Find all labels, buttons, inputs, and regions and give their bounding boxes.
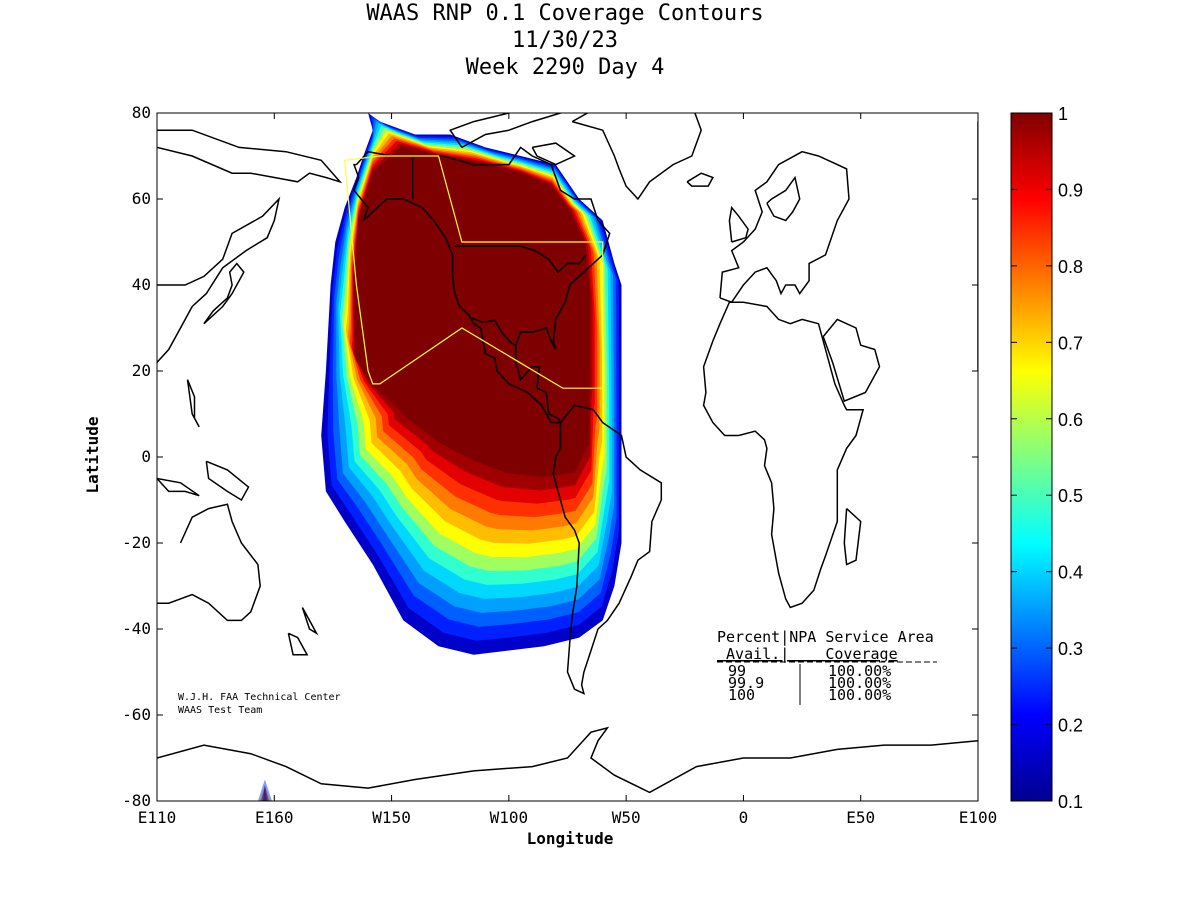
coastline [352,146,611,424]
y-tick-label: -80 [122,791,151,810]
y-tick-label: 60 [132,189,151,208]
service-area-outline [344,155,604,389]
colorbar-tick-label: 0.8 [1058,257,1083,277]
colorbar-tick-label: 0.6 [1058,410,1083,430]
colorbar-tick-label: 1 [1058,104,1068,124]
x-tick-label: E100 [959,808,998,827]
colorbar-tick-label: 0.3 [1058,639,1083,659]
x-tick-label: W150 [372,808,411,827]
colorbar-tick-label: 0.5 [1058,486,1083,506]
stats-avail: 99.9 [728,674,764,692]
stats-coverage: 100.00% [828,662,891,680]
coastline [157,726,978,794]
coastline [205,460,250,502]
colorbar-tick-label: 0.7 [1058,333,1083,353]
stats-avail: 99 [728,662,746,680]
stats-header-2: Avail.| Coverage [717,645,898,663]
y-tick-label: 20 [132,361,151,380]
stats-coverage: 100.00% [828,674,891,692]
y-axis: 80 60 40 20 0 -20 -40 -60 -80 [122,103,978,810]
title-block: WAAS RNP 0.1 Coverage Contours 11/30/23 … [0,0,1130,81]
coastline [843,508,862,566]
coastline [531,142,577,166]
chart-title: WAAS RNP 0.1 Coverage Contours [366,1,764,26]
stats-coverage: 100.00% [828,686,891,704]
colorbar: 1 0.9 0.8 0.7 0.6 0.5 0.4 0.3 0.2 0.1 [1010,104,1083,812]
coastline [157,503,261,622]
x-tick-label: E160 [255,808,294,827]
chart-date: 11/30/23 [512,28,618,53]
coastline [157,196,281,363]
x-tick-label: E50 [846,808,875,827]
border-line [468,316,517,346]
chart-week: Week 2290 Day 4 [465,55,665,80]
x-tick-label: E110 [138,808,177,827]
y-tick-label: -60 [122,705,151,724]
y-tick-label: 0 [141,447,151,466]
y-tick-label: 40 [132,275,151,294]
coastline [287,632,309,656]
y-tick-label: 80 [132,103,151,122]
x-tick-label: W50 [612,808,641,827]
stats-table: Percent|NPA Service Area Avail.| Coverag… [717,628,937,705]
colorbar-tick-label: 0.9 [1058,180,1083,200]
coastline [157,129,343,184]
x-axis: E110 E160 W150 W100 W50 0 E50 E100 [138,113,998,827]
coverage-patch [257,779,272,801]
coastline [552,404,663,695]
coastline [728,205,749,243]
stats-header-1: Percent|NPA Service Area [717,628,934,646]
coastline [157,477,200,497]
border-line [454,245,587,274]
colorbar-tick-label: 0.4 [1058,563,1083,583]
y-tick-label: -20 [122,533,151,552]
coastline [766,175,801,222]
service-area-polygon [344,155,604,389]
colorbar-gradient [1010,112,1053,802]
credit-line-1: W.J.H. FAA Technical Center [178,692,341,703]
x-tick-label: W100 [490,808,529,827]
coastline [822,318,881,403]
coastline [571,113,702,201]
stats-avail: 100 [728,686,755,704]
colorbar-tick-label: 0.1 [1058,792,1083,812]
coverage-band [353,146,590,478]
credit-line-2: WAAS Test Team [178,705,262,716]
coastline [203,262,245,325]
coastline [301,607,319,636]
coastlines [157,113,978,794]
coastline [719,150,850,304]
coastline [186,379,200,428]
coastline [686,172,714,187]
x-axis-label: Longitude [527,829,614,848]
y-axis-label: Latitude [83,416,102,493]
coastline [449,113,564,149]
colorbar-tick-label: 0.2 [1058,716,1083,736]
coastline [702,301,865,609]
x-tick-label: 0 [739,808,749,827]
y-tick-label: -40 [122,619,151,638]
